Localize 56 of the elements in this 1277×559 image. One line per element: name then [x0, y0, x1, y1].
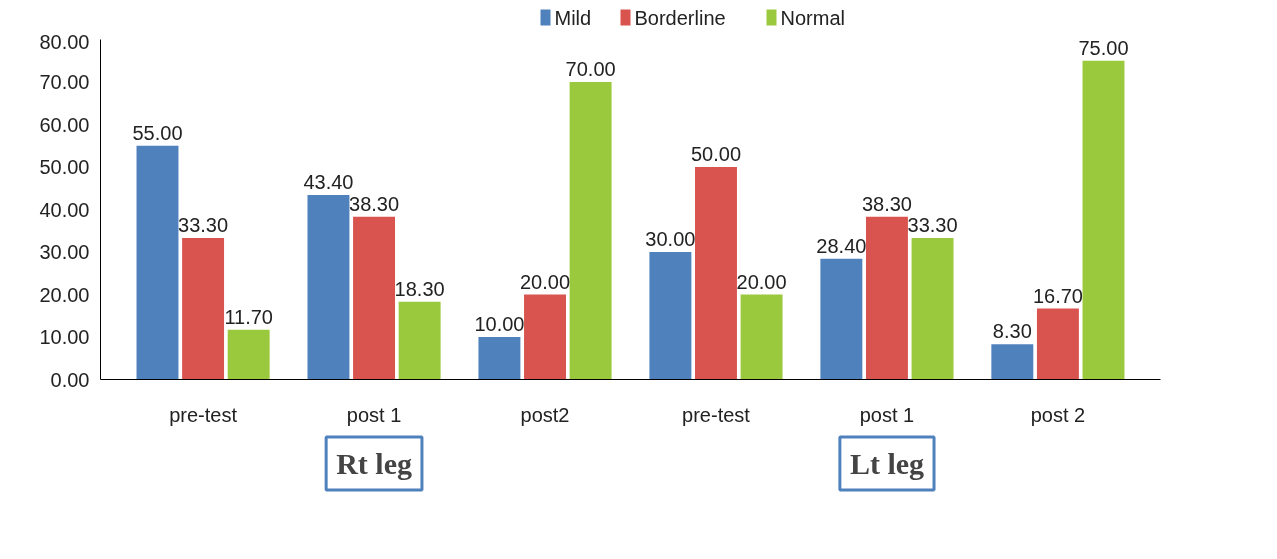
- bar: [136, 145, 179, 380]
- bar: [911, 237, 954, 380]
- data-label: 38.30: [861, 192, 912, 215]
- y-tick-label: 80.00: [39, 30, 90, 53]
- bar: [991, 344, 1034, 380]
- data-label: 43.40: [303, 171, 354, 194]
- y-tick-label: 20.00: [39, 283, 90, 306]
- y-tick-label: 50.00: [39, 156, 90, 178]
- y-tick-label: 30.00: [39, 241, 90, 263]
- x-tick-label: post2: [520, 403, 570, 426]
- x-tick-label: post 2: [1030, 403, 1086, 426]
- text: Rt leg: [336, 447, 412, 480]
- bar: [524, 294, 566, 380]
- legend-label: Normal: [780, 6, 845, 29]
- bar: [820, 258, 863, 380]
- data-label: 70.00: [565, 58, 616, 80]
- data-label: 20.00: [736, 270, 787, 293]
- data-label: 33.30: [907, 213, 958, 236]
- bar: [398, 301, 441, 380]
- bar: [740, 294, 783, 380]
- text: Lt leg: [849, 447, 925, 480]
- bar: [307, 195, 350, 380]
- data-label: 8.30: [992, 320, 1032, 343]
- data-label: 75.00: [1078, 36, 1129, 59]
- data-label: 30.00: [645, 228, 696, 250]
- data-label: 20.00: [519, 270, 571, 293]
- bar: [649, 252, 692, 380]
- data-label: 33.30: [178, 213, 229, 236]
- bar: [182, 237, 225, 380]
- data-label: 10.00: [474, 313, 525, 335]
- x-tick-label: pre-test: [169, 403, 238, 426]
- x-tick-label: post 1: [859, 403, 915, 426]
- bar: [353, 216, 396, 380]
- legend-label: Mild: [554, 6, 592, 29]
- x-tick-label: pre-test: [682, 403, 751, 426]
- bar: [865, 216, 908, 380]
- data-label: 18.30: [394, 277, 445, 300]
- data-label: 55.00: [132, 121, 183, 144]
- data-label: 38.30: [349, 192, 400, 215]
- bar: [1036, 308, 1079, 380]
- y-tick-label: 60.00: [39, 113, 90, 136]
- bar: [227, 329, 270, 380]
- y-tick-label: 10.00: [39, 326, 90, 348]
- bar: [569, 82, 612, 380]
- data-label: 11.70: [224, 305, 273, 328]
- data-label: 16.70: [1032, 284, 1083, 307]
- data-label: 28.40: [816, 234, 867, 257]
- y-tick-label: 70.00: [39, 71, 90, 93]
- data-label: 50.00: [690, 143, 742, 165]
- y-tick-label: 40.00: [39, 198, 90, 221]
- y-tick-label: 0.00: [50, 368, 90, 391]
- bar: [1082, 60, 1125, 380]
- bar: [478, 337, 521, 380]
- bar: [695, 167, 737, 380]
- x-tick-label: post 1: [346, 403, 402, 426]
- legend-label: Borderline: [634, 6, 726, 29]
